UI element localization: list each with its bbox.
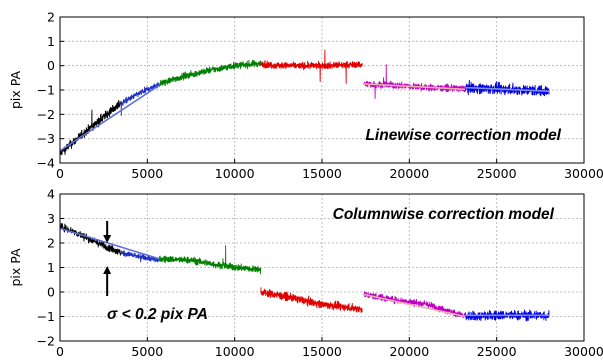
data-series-line xyxy=(363,64,466,99)
data-series-line xyxy=(59,222,122,257)
x-tick-label: 5000 xyxy=(131,344,163,359)
x-tick-label: 25000 xyxy=(477,344,517,359)
data-series-line xyxy=(159,60,262,87)
x-tick-label: 20000 xyxy=(389,344,429,359)
y-axis-label: pix PA xyxy=(8,71,23,110)
data-series-line xyxy=(159,245,262,275)
y-tick-label: 1 xyxy=(47,260,55,275)
data-series-line xyxy=(260,49,363,84)
y-tick-label: 4 xyxy=(47,187,55,202)
x-tick-label: 15000 xyxy=(302,344,342,359)
chart-panel-linewise: 0 5000 10000 15000 20000 25000 30000 −4 −3 −2 −1 0 1… xyxy=(8,10,603,182)
chart-panel-columnwise: 0 5000 10000 15000 20000 25000 30000−2−101234 … xyxy=(8,187,603,360)
fit-line xyxy=(59,84,161,152)
x-tick-label: 5000 xyxy=(131,166,163,181)
x-tick-label: 15000 xyxy=(302,166,342,181)
panel-annotation: Columnwise correction model xyxy=(333,206,555,223)
fit-line xyxy=(465,86,550,93)
fit-line xyxy=(363,83,466,91)
data-series-line xyxy=(120,82,161,116)
sigma-label: σ < 0.2 pix PA xyxy=(107,306,208,323)
y-tick-label: −2 xyxy=(37,107,55,122)
y-tick-label: 0 xyxy=(47,58,55,73)
data-series-line xyxy=(464,79,550,97)
panel-annotation: Linewise correction model xyxy=(365,127,561,144)
y-tick-label: −2 xyxy=(37,334,55,349)
data-series-line xyxy=(120,250,161,263)
x-tick-label: 30000 xyxy=(564,344,603,359)
x-tick-label: 10000 xyxy=(215,166,255,181)
x-tick-label: 0 xyxy=(56,344,64,359)
arrowhead-down-icon xyxy=(103,235,112,243)
y-tick-label: 2 xyxy=(47,236,55,251)
fit-line xyxy=(59,227,160,260)
y-tick-label: 3 xyxy=(47,211,55,226)
y-tick-label: −1 xyxy=(37,309,55,324)
y-tick-label: 1 xyxy=(47,34,55,49)
arrowhead-up-icon xyxy=(103,266,112,274)
x-tick-label: 20000 xyxy=(389,166,429,181)
y-axis-label: pix PA xyxy=(8,248,23,287)
y-tick-label: 2 xyxy=(47,10,55,25)
y-tick-label: −4 xyxy=(37,156,55,171)
y-tick-label: −3 xyxy=(37,131,55,146)
sigma-annotation: σ < 0.2 pix PA xyxy=(103,221,208,323)
x-tick-label: 25000 xyxy=(477,166,517,181)
data-series-line xyxy=(260,287,363,314)
x-tick-label: 30000 xyxy=(564,166,603,181)
x-tick-label: 10000 xyxy=(215,344,255,359)
y-tick-label: −1 xyxy=(37,83,55,98)
y-tick-label: 0 xyxy=(47,285,55,300)
x-tick-label: 0 xyxy=(56,166,64,181)
fit-line xyxy=(363,293,466,318)
data-series-line xyxy=(59,100,122,156)
